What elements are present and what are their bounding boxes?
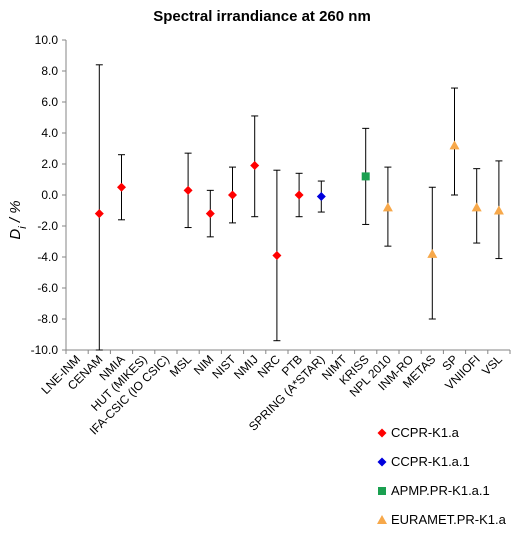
legend-label: CCPR-K1.a.1: [391, 454, 470, 469]
y-tick-label: 4.0: [41, 126, 58, 140]
y-axis-label-main: D: [7, 229, 24, 240]
x-tick-label: NMIJ: [231, 352, 261, 382]
y-axis-label: Di / %: [7, 200, 29, 239]
data-point-diamond: [272, 250, 282, 260]
axes: [65, 40, 510, 351]
y-tick-label: 6.0: [41, 95, 58, 109]
data-point-diamond: [205, 209, 215, 219]
data-point-triangle: [471, 202, 482, 212]
data-point-diamond: [117, 182, 126, 192]
data-point-triangle: [382, 202, 393, 212]
legend-marker-triangle: [377, 515, 387, 524]
y-axis-label-unit: / %: [7, 200, 24, 226]
y-ticks: -10.0 -8.0 -6.0 -4.0 -2.0 0.0 2.0 4.0 6.0 8.0 10.0: [31, 33, 66, 357]
y-tick-label: -8.0: [37, 312, 58, 326]
y-tick-label: -2.0: [37, 219, 58, 233]
y-tick-label: -10.0: [31, 343, 59, 357]
chart-title: Spectral irrandiance at 260 nm: [153, 8, 371, 25]
legend-label: CCPR-K1.a: [391, 425, 460, 440]
legend-marker-diamond: [377, 457, 387, 467]
x-tick-label: NRC: [255, 352, 284, 381]
data-point-diamond: [294, 190, 304, 200]
data-point-triangle: [449, 140, 460, 150]
legend-label: APMP.PR-K1.a.1: [391, 483, 490, 498]
data-point-diamond: [183, 185, 193, 195]
y-tick-label: 2.0: [41, 157, 58, 171]
data-point-triangle: [493, 205, 504, 215]
data-point-diamond: [228, 190, 237, 200]
legend-marker-diamond: [377, 428, 387, 438]
x-tick-label: NIST: [209, 352, 239, 382]
data-point-diamond: [316, 192, 326, 202]
legend: CCPR-K1.a CCPR-K1.a.1 APMP.PR-K1.a.1 EURAME…: [377, 425, 507, 527]
data-point-diamond: [250, 161, 260, 171]
data-point-square: [361, 172, 370, 181]
data-point-diamond: [94, 209, 104, 219]
y-tick-label: -4.0: [37, 250, 58, 264]
y-tick-label: 0.0: [41, 188, 58, 202]
legend-label: EURAMET.PR-K1.a: [391, 512, 507, 527]
y-axis-label-sub: i: [17, 226, 29, 229]
error-bars: [95, 64, 503, 351]
x-tick-label: MSL: [167, 352, 195, 380]
points: [94, 140, 504, 260]
legend-marker-square: [378, 487, 386, 495]
data-point-triangle: [427, 248, 438, 258]
y-tick-label: -6.0: [37, 281, 58, 295]
y-tick-label: 10.0: [35, 33, 59, 47]
x-tick-label: VSL: [479, 352, 505, 378]
y-tick-label: 8.0: [41, 64, 58, 78]
